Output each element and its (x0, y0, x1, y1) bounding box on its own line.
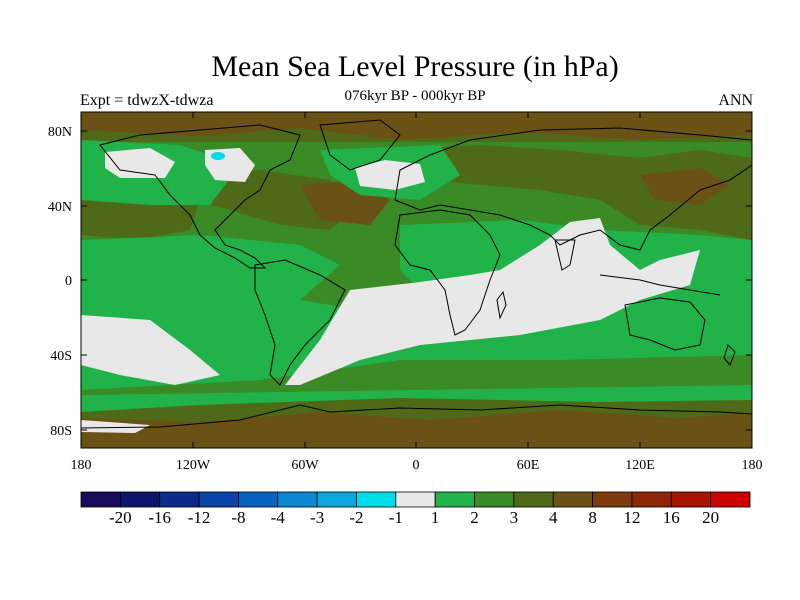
field-eurasia-olive (400, 145, 752, 240)
coast-madagascar (496, 290, 507, 320)
colorbar-swatch-15 (670, 491, 712, 508)
colorbar-swatch-2 (159, 491, 200, 508)
field-green-southern-ocean (81, 385, 752, 412)
map-field (81, 112, 752, 448)
colorbar-swatch-8 (395, 491, 436, 508)
colorbar-swatch-13 (592, 491, 633, 508)
colorbar-label-10: 3 (510, 508, 519, 527)
coast-india (554, 239, 576, 271)
field-antarctic-brown (81, 410, 752, 448)
colorbar-swatch-11 (513, 491, 554, 508)
colorbar-swatch-14 (631, 491, 672, 508)
coast-north-america (99, 124, 301, 269)
lat-label-40s: 40S (50, 349, 72, 364)
colorbar-label-4: -4 (271, 508, 286, 527)
lon-label-60e: 60E (517, 458, 540, 473)
lon-ticks (192, 112, 641, 448)
coast-south-america (254, 259, 346, 386)
colorbar-label-1: -16 (148, 508, 171, 527)
colorbar-label-0: -20 (109, 508, 132, 527)
field-neutral-antarctic (81, 420, 150, 433)
colorbar-swatch-16 (710, 491, 751, 508)
coast-eurasia (394, 127, 752, 251)
coast-greenland (319, 119, 401, 171)
colorbar-label-11: 4 (549, 508, 558, 527)
colorbar-swatch-1 (119, 491, 161, 508)
lon-label-180e: 180 (742, 458, 763, 473)
field-cyan-spot (211, 152, 225, 160)
colorbar-label-12: 8 (588, 508, 597, 527)
lon-labels: 180 120W 60W 0 60E 120E 180 (71, 458, 763, 473)
field-arctic-brown (81, 112, 752, 140)
colorbar-swatch-3 (198, 491, 239, 508)
lon-label-120e: 120E (625, 458, 655, 473)
colorbar-swatch-6 (316, 491, 357, 508)
colorbar-label-7: -1 (389, 508, 403, 527)
field-brown-patch-2 (640, 168, 730, 205)
colorbar-swatch-9 (434, 491, 475, 508)
colorbar-label-13: 12 (623, 508, 640, 527)
colorbar-label-15: 20 (702, 508, 719, 527)
experiment-label: Expt = tdwzX-tdwza (80, 92, 214, 109)
lon-label-60w: 60W (291, 458, 319, 473)
colorbar-label-9: 2 (470, 508, 479, 527)
colorbar-swatch-7 (356, 491, 397, 508)
colorbar-label-5: -3 (310, 508, 324, 527)
lat-labels: 80N 40N 0 40S 80S (48, 125, 72, 439)
season-label: ANN (718, 92, 753, 109)
lon-label-0: 0 (413, 458, 420, 473)
lon-label-180w: 180 (71, 458, 92, 473)
coast-new-zealand (723, 344, 736, 366)
colorbar-swatch-4 (238, 491, 279, 508)
lat-ticks (81, 130, 752, 431)
map-subtitle: 076kyr BP - 000kyr BP (344, 88, 486, 104)
coast-australia (624, 297, 706, 351)
coastlines (81, 119, 752, 429)
coast-antarctica (81, 404, 752, 429)
field-neutral-south-pacific (81, 315, 220, 385)
colorbar-swatch-12 (552, 491, 593, 508)
field-neutral-greenland (355, 160, 425, 190)
lon-label-120w: 120W (176, 458, 211, 473)
colorbar-label-8: 1 (431, 508, 440, 527)
field-neutral-southern-hemisphere (285, 218, 700, 385)
colorbar-swatch-0 (80, 491, 121, 508)
colorbar: -20 -16 -12 -8 -4 -3 -2 -1 1 2 3 4 8 12 16 20 (80, 491, 751, 527)
lat-label-80s: 80S (50, 424, 72, 439)
colorbar-swatch-10 (474, 491, 515, 508)
lat-label-0: 0 (65, 274, 72, 289)
coast-indonesia (599, 274, 721, 296)
lat-label-80n: 80N (48, 125, 72, 140)
map-title: Mean Sea Level Pressure (in hPa) (211, 50, 619, 83)
colorbar-label-6: -2 (349, 508, 363, 527)
coast-africa (394, 209, 501, 336)
colorbar-label-3: -8 (231, 508, 245, 527)
colorbar-label-2: -12 (188, 508, 211, 527)
colorbar-label-14: 16 (663, 508, 680, 527)
colorbar-swatch-5 (277, 491, 318, 508)
field-green-tropics-w (81, 235, 340, 310)
lat-label-40n: 40N (48, 200, 72, 215)
